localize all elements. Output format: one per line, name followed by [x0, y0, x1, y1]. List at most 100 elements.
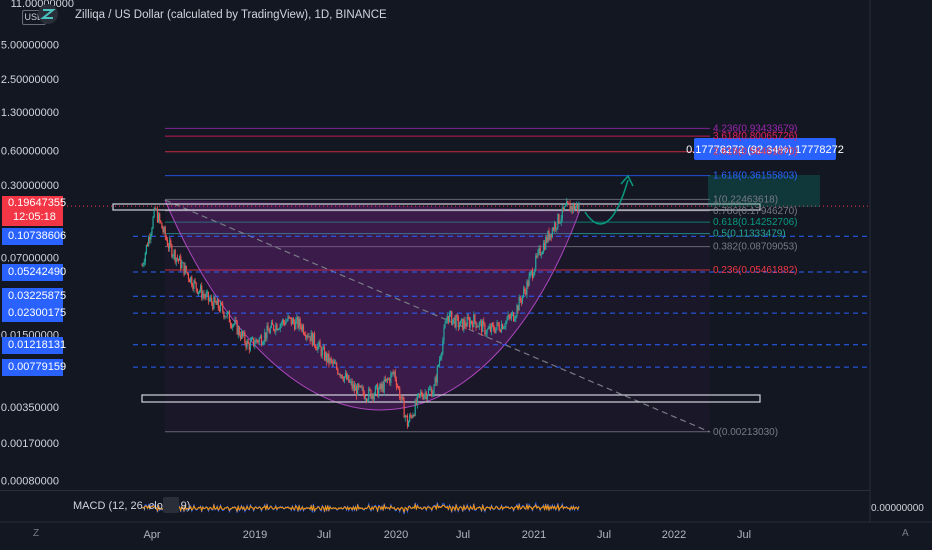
candle-body [177, 259, 180, 261]
candle-body [534, 269, 536, 275]
candle-body [508, 314, 510, 317]
candle-body [518, 296, 520, 311]
candle-body [414, 400, 416, 416]
candle-body [396, 386, 399, 388]
price-level-tag: 0.00779159 [2, 359, 66, 377]
resistance-box [112, 203, 761, 211]
candle-body [248, 344, 250, 350]
candle-body [532, 274, 535, 278]
candle-body [146, 244, 149, 247]
candle-body [258, 338, 260, 343]
candle-body [289, 317, 291, 319]
candle-body [224, 316, 226, 318]
support-box [141, 394, 761, 403]
candle-body [364, 398, 367, 400]
candle-body [435, 377, 437, 383]
candle-body [331, 360, 333, 364]
auto-scale-button[interactable]: A [902, 528, 909, 539]
candle-body [526, 281, 528, 295]
candle-body [337, 368, 339, 375]
candle-body [403, 400, 405, 418]
zoom-button[interactable]: Z [33, 528, 40, 539]
last-price: 0.19647355 [8, 197, 67, 209]
candle-body [269, 327, 271, 334]
candle-body [476, 326, 478, 328]
macd-value: 0.00000000 [871, 503, 924, 514]
price-axis-label: 0.30000000 [1, 180, 59, 192]
fib-label: 2.618(0.58461870) [713, 147, 798, 158]
candle-body [511, 312, 514, 315]
candle-body [547, 231, 549, 243]
candle-body [292, 318, 295, 323]
candle-body [386, 378, 389, 380]
candle-body [513, 312, 515, 322]
candle-body [531, 270, 534, 278]
signal-line [141, 502, 580, 514]
fib-label: 1.618(0.36155803) [713, 171, 798, 182]
candle-body [424, 392, 426, 396]
chart-title: Zilliqa / US Dollar (calculated by Tradi… [75, 9, 387, 21]
candle-body [576, 204, 578, 207]
candle-body [309, 336, 311, 342]
last-price-tag: 0.19647355 12:05:18 [2, 196, 67, 226]
horizontal-levels [63, 205, 868, 368]
candle-body [483, 320, 485, 324]
candle-body [191, 277, 193, 286]
candle-body [506, 319, 508, 321]
candle-body [188, 279, 191, 283]
candle-body [302, 325, 305, 334]
candle-body [254, 343, 256, 346]
candle-body [221, 302, 223, 305]
price-axis-label: 0.00350000 [1, 402, 59, 414]
candle-body [510, 314, 513, 319]
price-axis-label: 0.00080000 [1, 476, 59, 488]
time-axis-label: 2021 [522, 529, 546, 541]
candle-body [458, 325, 461, 328]
candle-body [565, 205, 567, 207]
candle-body [300, 326, 302, 330]
candle-body [427, 389, 430, 396]
candle-body [312, 333, 315, 346]
candle-body [334, 363, 337, 365]
time-axis-label: 2022 [662, 529, 686, 541]
candle-body [473, 314, 475, 328]
candle-body [193, 280, 195, 289]
candle-body [375, 384, 378, 387]
candle-body [442, 340, 444, 353]
fib-label: 1(0.22463618) [713, 194, 778, 205]
candle-body [488, 326, 490, 329]
candle-body [477, 326, 479, 328]
candle-body [274, 329, 276, 332]
candle-body [307, 335, 309, 338]
candle-body [186, 272, 188, 274]
candle-body [185, 265, 187, 273]
candle-body [494, 330, 496, 333]
candle-body [545, 237, 547, 250]
candle-body [390, 373, 392, 383]
candle-body [355, 386, 358, 396]
candle-body [500, 324, 503, 332]
candle-body [215, 301, 217, 305]
candle-body [321, 348, 323, 356]
candle-body [402, 396, 404, 401]
candle-body [298, 318, 300, 328]
candle-body [332, 361, 334, 364]
price-axis-label: 5.00000000 [1, 40, 59, 52]
candle-body [278, 328, 280, 330]
candle-body [182, 262, 184, 264]
candle-body [329, 358, 331, 364]
candle-body [339, 373, 341, 376]
price-axis-label: 0.00170000 [1, 438, 59, 450]
candle-body [235, 319, 237, 321]
candle-body [468, 318, 470, 327]
candle-body [358, 383, 360, 388]
indicator-settings-button[interactable] [163, 497, 179, 513]
candle-body [230, 324, 233, 328]
candle-body [328, 353, 330, 364]
candle-body [308, 336, 310, 338]
candle-body [433, 385, 435, 393]
candle-body [144, 252, 146, 262]
candle-body [548, 231, 550, 240]
candle-body [485, 333, 487, 335]
